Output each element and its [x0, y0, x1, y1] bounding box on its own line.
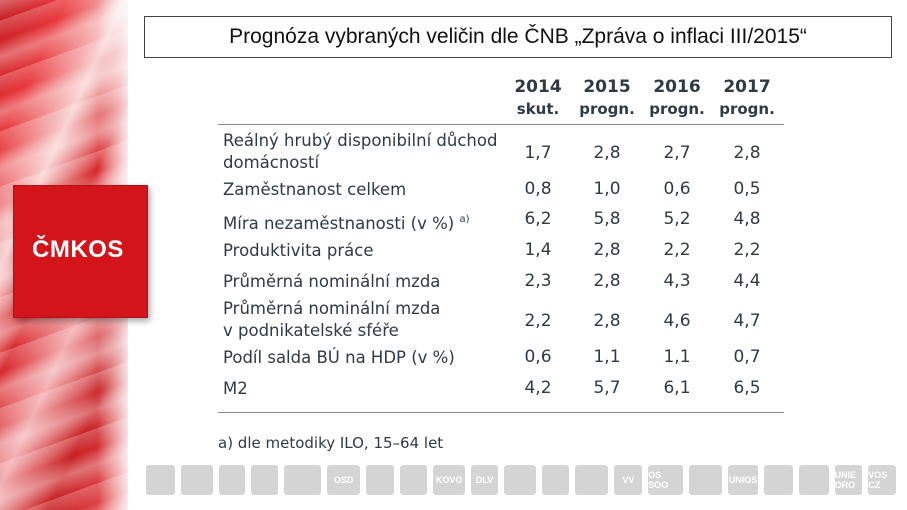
partner-logo-strip: OSD KOVO DLV VV OS SOO UNIOS UNIE ORO VO…: [146, 462, 896, 498]
partner-logo: [218, 465, 245, 495]
row-label-line: Průměrná nominální mzda: [223, 299, 441, 318]
table-cell-value: 1,1: [663, 347, 691, 367]
table-cell-value: 0,7: [733, 347, 761, 367]
row-label: M2: [223, 378, 248, 400]
table-cell-value: 1,4: [524, 240, 552, 260]
row-label-line: Průměrná nominální mzda: [223, 272, 441, 291]
cmkos-logo: [13, 185, 148, 318]
table-cell-value: 5,2: [663, 209, 691, 229]
table-cell-value: 6,1: [663, 378, 691, 398]
table-row: Produktivita práce 1,4 2,8 2,2 2,2: [218, 235, 784, 266]
partner-logo: [146, 465, 176, 495]
table-row: Míra nezaměstnanosti (v %) a) 6,2 5,8 5,2 4,…: [218, 205, 784, 235]
partner-logo: [399, 465, 428, 495]
table-cell-value: 1,0: [593, 179, 621, 199]
row-label-line: domácností: [223, 153, 320, 172]
partner-logo: UNIE ORO: [834, 465, 863, 495]
row-label-line: Reálný hrubý disponibilní důchod: [223, 131, 498, 150]
row-label-line: Míra nezaměstnanosti (v %): [223, 214, 455, 233]
table-row: Zaměstnanost celkem 0,8 1,0 0,6 0,5: [218, 175, 784, 205]
table-cell-value: 2,3: [524, 271, 552, 291]
table-cell-value: 4,4: [733, 271, 761, 291]
partner-logo: [575, 465, 609, 495]
table-cell-value: 2,8: [593, 271, 621, 291]
partner-logo: [541, 465, 570, 495]
title-frame: Prognóza vybraných veličin dle ČNB „Zprá…: [144, 16, 892, 58]
row-label-line: v podnikatelské sféře: [223, 321, 399, 340]
row-label: Zaměstnanost celkem: [223, 179, 406, 201]
row-label-line: M2: [223, 379, 248, 398]
table-cell-value: 2,8: [593, 311, 621, 331]
partner-logo: [181, 465, 213, 495]
table-cell-value: 5,8: [593, 209, 621, 229]
table-header: 2014 skut. 2015 progn. 2016 progn. 2017 …: [218, 72, 784, 125]
table-cell-value: 2,7: [663, 143, 691, 163]
table-row: Průměrná nominální mzda 2,3 2,8 4,3 4,4: [218, 266, 784, 297]
partner-logo: [366, 465, 394, 495]
table-cell-value: 4,2: [524, 378, 552, 398]
row-label: Reálný hrubý disponibilní důchod domácnos…: [223, 130, 497, 174]
row-label: Podíl salda BÚ na HDP (v %): [223, 347, 455, 369]
table-cell-value: 0,8: [524, 179, 552, 199]
table-cell-value: 1,7: [524, 143, 552, 163]
forecast-table: 2014 skut. 2015 progn. 2016 progn. 2017 …: [218, 72, 784, 413]
table-cell-value: 5,7: [593, 378, 621, 398]
table-cell-value: 2,2: [733, 240, 761, 260]
row-label-line: Produktivita práce: [223, 241, 374, 260]
cmkos-logo-text: ČMKOS: [32, 236, 124, 263]
slide-title: Prognóza vybraných veličin dle ČNB „Zprá…: [229, 25, 807, 48]
table-bottom-rule: [218, 412, 784, 413]
partner-logo: OS SOO: [648, 465, 684, 495]
table-cell-value: 0,6: [524, 347, 552, 367]
table-footnote: a) dle metodiky ILO, 15–64 let: [218, 434, 444, 452]
table-cell-value: 2,2: [663, 240, 691, 260]
partner-logo: UNIOS: [728, 465, 758, 495]
partner-logo: [250, 465, 279, 495]
footnote-marker: a): [459, 214, 470, 225]
table-cell-value: 4,8: [733, 209, 761, 229]
row-label: Průměrná nominální mzda: [223, 271, 440, 293]
row-label: Produktivita práce: [223, 240, 373, 262]
partner-logo: [504, 465, 536, 495]
row-label: Průměrná nominální mzda v podnikatelské s…: [223, 298, 440, 342]
partner-logo: DLV: [470, 465, 499, 495]
table-cell-value: 4,3: [663, 271, 691, 291]
row-label-line: Zaměstnanost celkem: [223, 180, 407, 199]
table-cell-value: 2,8: [593, 143, 621, 163]
table-cell-value: 1,1: [593, 347, 621, 367]
table-row: M2 4,2 5,7 6,1 6,5: [218, 373, 784, 404]
table-cell-value: 0,5: [733, 179, 761, 199]
partner-logo: OSD: [327, 465, 361, 495]
table-cell-value: 2,2: [524, 311, 552, 331]
table-cell-value: 4,6: [663, 311, 691, 331]
column-header-2016: 2016 progn.: [649, 77, 705, 118]
partner-logo: [763, 465, 794, 495]
partner-logo: [689, 465, 723, 495]
table-cell-value: 6,5: [733, 378, 761, 398]
column-header-2014: 2014 skut.: [514, 77, 562, 118]
table-cell-value: 0,6: [663, 179, 691, 199]
table-row: Reálný hrubý disponibilní důchod domácnos…: [218, 129, 784, 175]
partner-logo: VOS CZ: [868, 465, 896, 495]
column-header-2015: 2015 progn.: [579, 77, 635, 118]
row-label-line: Podíl salda BÚ na HDP (v %): [223, 348, 455, 367]
table-cell-value: 4,7: [733, 311, 761, 331]
table-cell-value: 2,8: [593, 240, 621, 260]
table-body: Reálný hrubý disponibilní důchod domácnos…: [218, 125, 784, 413]
column-header-2017: 2017 progn.: [719, 77, 775, 118]
table-row: Podíl salda BÚ na HDP (v %) 0,6 1,1 1,1 0,7: [218, 343, 784, 373]
table-cell-value: 6,2: [524, 209, 552, 229]
table-cell-value: 2,8: [733, 143, 761, 163]
partner-logo: KOVO: [433, 465, 465, 495]
partner-logo: [799, 465, 829, 495]
partner-logo: [284, 465, 322, 495]
table-row: Průměrná nominální mzda v podnikatelské s…: [218, 297, 784, 343]
partner-logo: VV: [614, 465, 643, 495]
row-label: Míra nezaměstnanosti (v %) a): [223, 209, 470, 235]
